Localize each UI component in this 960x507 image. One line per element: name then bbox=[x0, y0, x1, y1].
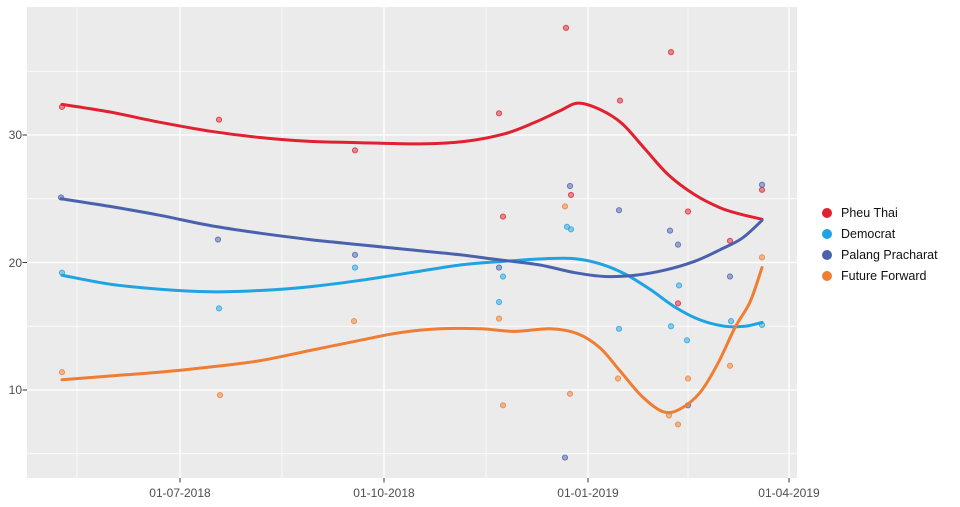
legend-label-pheu-thai: Pheu Thai bbox=[841, 206, 898, 220]
data-point-pheu-thai bbox=[667, 49, 675, 56]
data-point-future-forward bbox=[758, 254, 766, 261]
x-tick-label: 01-01-2019 bbox=[557, 486, 619, 500]
data-point-palang-pracharat bbox=[566, 182, 574, 190]
data-point-palang-pracharat bbox=[495, 264, 503, 271]
data-point-pheu-thai bbox=[684, 208, 692, 215]
legend-item-democrat: Democrat bbox=[822, 227, 938, 241]
data-point-democrat bbox=[675, 282, 683, 289]
data-point-pheu-thai bbox=[674, 300, 682, 307]
data-point-pheu-thai bbox=[499, 213, 507, 220]
data-point-pheu-thai bbox=[495, 110, 503, 117]
plot-panel bbox=[27, 7, 797, 478]
legend-item-pheu-thai: Pheu Thai bbox=[822, 206, 938, 220]
legend-label-democrat: Democrat bbox=[841, 227, 896, 241]
data-point-palang-pracharat bbox=[561, 454, 569, 461]
data-point-democrat bbox=[495, 298, 503, 306]
data-point-pheu-thai bbox=[758, 186, 766, 193]
y-tick-label: 20 bbox=[8, 255, 22, 270]
trend-line-democrat bbox=[60, 256, 764, 329]
data-point-pheu-thai bbox=[562, 24, 570, 31]
data-point-future-forward bbox=[495, 315, 503, 322]
data-point-democrat bbox=[215, 305, 223, 312]
data-point-future-forward bbox=[350, 318, 358, 325]
data-point-democrat bbox=[567, 226, 575, 233]
legend-label-future-forward: Future Forward bbox=[841, 269, 927, 283]
data-point-democrat bbox=[683, 337, 691, 344]
data-point-future-forward bbox=[674, 421, 682, 428]
data-point-future-forward bbox=[58, 369, 66, 376]
data-point-palang-pracharat bbox=[214, 236, 222, 243]
data-point-palang-pracharat bbox=[666, 227, 674, 234]
data-point-palang-pracharat bbox=[726, 273, 734, 280]
data-point-pheu-thai bbox=[215, 116, 223, 123]
legend-dot-future-forward bbox=[822, 271, 832, 281]
data-point-future-forward bbox=[684, 375, 692, 382]
data-point-future-forward bbox=[499, 402, 507, 409]
data-point-palang-pracharat bbox=[758, 181, 766, 188]
data-point-democrat bbox=[499, 273, 507, 280]
data-point-future-forward bbox=[726, 362, 734, 369]
data-point-democrat bbox=[615, 325, 623, 332]
trend-line-palang-pracharat bbox=[59, 197, 764, 279]
x-tick-label: 01-07-2018 bbox=[149, 486, 211, 500]
data-point-future-forward bbox=[566, 390, 574, 397]
legend-dot-pheu-thai bbox=[822, 208, 832, 218]
data-point-palang-pracharat bbox=[615, 207, 623, 214]
data-point-palang-pracharat bbox=[674, 241, 682, 248]
data-point-future-forward bbox=[216, 392, 224, 399]
data-point-pheu-thai bbox=[616, 97, 624, 104]
trend-line-future-forward bbox=[60, 266, 764, 415]
legend: Pheu Thai Democrat Palang Pracharat Futu… bbox=[822, 206, 938, 283]
data-point-palang-pracharat bbox=[351, 251, 359, 258]
data-point-pheu-thai bbox=[351, 147, 359, 154]
data-point-democrat bbox=[727, 318, 735, 325]
data-point-pheu-thai bbox=[567, 191, 575, 199]
y-tick-label: 30 bbox=[8, 128, 22, 142]
legend-dot-palang-pracharat bbox=[822, 250, 832, 260]
legend-label-palang-pracharat: Palang Pracharat bbox=[841, 248, 938, 262]
x-tick-label: 01-10-2018 bbox=[353, 486, 415, 500]
data-point-democrat bbox=[667, 323, 675, 330]
data-point-democrat bbox=[351, 264, 359, 271]
x-tick-label: 01-04-2019 bbox=[758, 486, 820, 500]
legend-item-future-forward: Future Forward bbox=[822, 269, 938, 283]
trend-line-pheu-thai bbox=[60, 101, 764, 221]
data-point-future-forward bbox=[561, 203, 569, 210]
data-point-future-forward bbox=[614, 375, 622, 382]
legend-dot-democrat bbox=[822, 229, 832, 239]
legend-item-palang-pracharat: Palang Pracharat bbox=[822, 248, 938, 262]
y-tick-label: 10 bbox=[8, 383, 22, 397]
